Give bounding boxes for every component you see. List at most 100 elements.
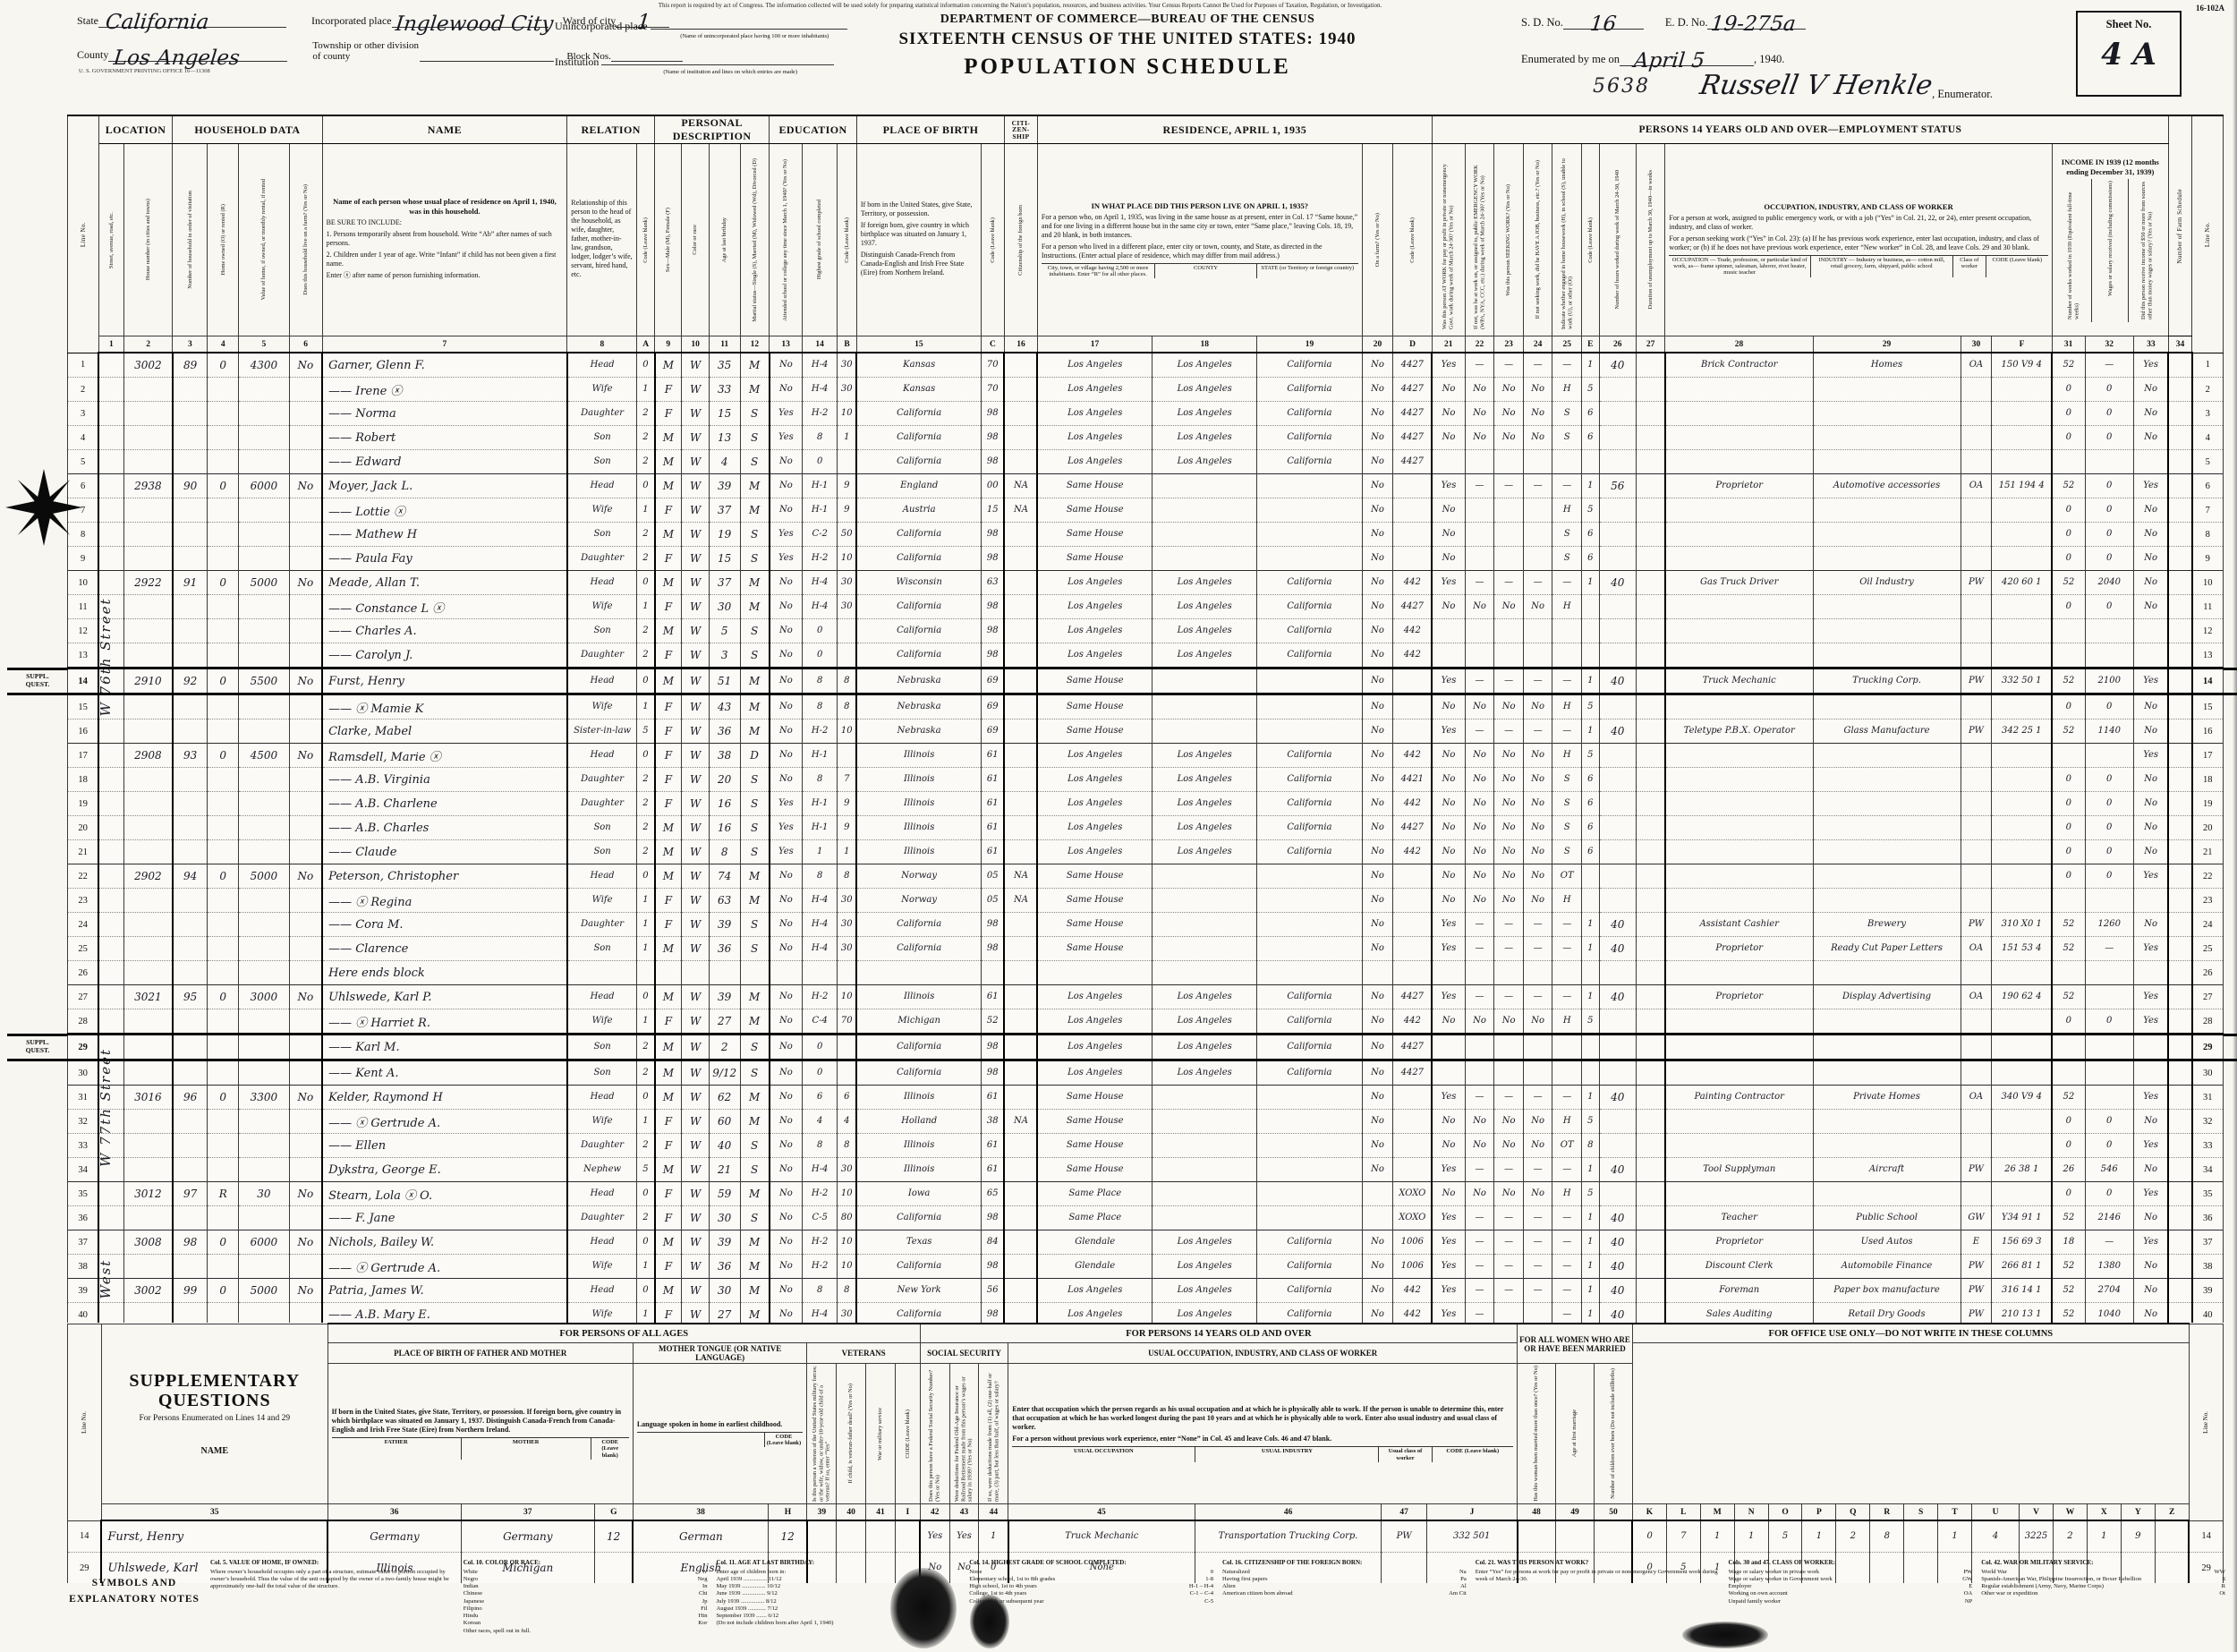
cell-r11-c6	[288, 594, 323, 619]
cell-r25-c41: 25	[2190, 936, 2224, 961]
suppl-group: SOCIAL SECURITY	[919, 1342, 1009, 1364]
cell-r17-c27: No	[1493, 743, 1524, 768]
cell-r21-c17: Illinois	[855, 839, 982, 864]
cell-r31-c17: Illinois	[855, 1085, 982, 1110]
cell-r11-c38: 0	[2084, 594, 2134, 619]
cell-r23-c38	[2084, 888, 2134, 913]
cell-r5-c1	[98, 449, 124, 474]
cell-r14-c19	[1003, 667, 1038, 695]
suppl-cell-r1-c33: 2	[2052, 1520, 2088, 1553]
cell-r32-c16: 4	[837, 1109, 857, 1134]
cell-r2-c4	[207, 377, 240, 402]
cell-r11-c7: —— Constance L ⓧ	[321, 594, 568, 619]
cell-r26-c18	[980, 960, 1005, 985]
cell-r19-c40	[2167, 791, 2193, 816]
cell-r33-c6	[288, 1133, 323, 1158]
cell-r18-c29: S	[1552, 767, 1583, 792]
cell-r12-c39	[2132, 618, 2169, 643]
cell-r23-c31	[1598, 888, 1637, 913]
cell-r38-c24: 1006	[1392, 1254, 1433, 1279]
cell-r16-c2	[123, 719, 174, 744]
cell-r32-c10: F	[653, 1109, 683, 1134]
cell-r19-c34	[1812, 791, 1961, 816]
cell-r30-c13: S	[739, 1060, 770, 1086]
cell-r6-c26: —	[1464, 473, 1495, 498]
cell-r33-c23: No	[1361, 1133, 1394, 1158]
cell-r15-c0: 15	[67, 694, 99, 720]
cell-r39-c17: New York	[855, 1278, 982, 1303]
cell-r6-c40	[2167, 473, 2193, 498]
cell-r1-c8: Head	[566, 352, 638, 378]
cell-r4-c23: No	[1361, 425, 1394, 450]
cell-r38-c8: Wife	[566, 1254, 638, 1279]
cell-r28-c35	[1960, 1009, 1993, 1035]
cell-r29-c35	[1960, 1033, 1993, 1061]
cell-r25-c3	[171, 936, 208, 961]
cell-r9-c27	[1493, 546, 1524, 571]
cell-r28-c9: 1	[636, 1009, 655, 1035]
suppl-cell-r1-c20	[1593, 1520, 1633, 1553]
cell-r31-c2: 3016	[123, 1085, 174, 1110]
cell-r27-c22: California	[1256, 984, 1363, 1009]
cell-r9-c13: S	[739, 546, 770, 571]
cell-r21-c23: No	[1361, 839, 1394, 864]
cell-r22-c34	[1812, 864, 1961, 889]
cell-r40-c29: —	[1552, 1302, 1583, 1326]
cell-r28-c31	[1598, 1009, 1637, 1035]
cell-r13-c8: Daughter	[566, 643, 638, 668]
cell-r30-c24: 4427	[1392, 1060, 1433, 1086]
cell-r9-c24	[1392, 546, 1433, 571]
cell-r17-c39: Yes	[2132, 743, 2169, 768]
cell-r17-c18: 61	[980, 743, 1005, 768]
cell-r39-c22: California	[1256, 1278, 1363, 1303]
cell-r29-c3	[171, 1033, 208, 1061]
cell-r10-c33: Gas Truck Driver	[1663, 570, 1814, 595]
cell-r17-c14: No	[768, 743, 804, 768]
suppl-rule	[2224, 1058, 2237, 1061]
cell-r22-c27: No	[1493, 864, 1524, 889]
cell-r9-c31	[1598, 546, 1637, 571]
suppl-cell-r2-c36	[2154, 1552, 2190, 1583]
cell-r35-c31	[1598, 1181, 1637, 1206]
cell-r13-c17: California	[855, 643, 982, 668]
cell-r3-c5	[238, 401, 290, 426]
cell-r26-c5	[238, 960, 290, 985]
suppl-quest-marker: SUPPL. QUEST.	[25, 1037, 50, 1054]
cell-r25-c29: —	[1552, 936, 1583, 961]
cell-r1-c37: 52	[2051, 352, 2086, 378]
cell-r21-c36	[1991, 839, 2053, 864]
cell-r16-c16: 10	[837, 719, 857, 744]
group-header-line-no-: Line No.	[2191, 115, 2224, 353]
cell-r35-c41: 35	[2190, 1181, 2224, 1206]
cell-r30-c18: 98	[980, 1060, 1005, 1086]
cell-r6-c35: OA	[1960, 473, 1993, 498]
cell-r25-c23: No	[1361, 936, 1394, 961]
cell-r22-c25: No	[1431, 864, 1466, 889]
cell-r14-c40	[2167, 667, 2193, 695]
cell-r29-c28	[1522, 1033, 1553, 1061]
cell-r38-c35: PW	[1960, 1254, 1993, 1279]
cell-r12-c37	[2051, 618, 2086, 643]
cell-r25-c12: 36	[708, 936, 741, 961]
cell-r12-c35	[1960, 618, 1993, 643]
cell-r19-c33	[1663, 791, 1814, 816]
cell-r10-c20: Los Angeles	[1036, 570, 1153, 595]
cell-r21-c25: No	[1431, 839, 1466, 864]
cell-r25-c36: 151 53 4	[1991, 936, 2053, 961]
cell-r27-c33: Proprietor	[1663, 984, 1814, 1009]
cell-r3-c33	[1663, 401, 1814, 426]
cell-r11-c10: F	[653, 594, 683, 619]
table-row: 15 —— ⓧ Mamie K Wife 1 F W 43 M No 8 8 Nebraska 69 Sa…	[67, 694, 2224, 720]
cell-r11-c5	[238, 594, 290, 619]
cell-r15-c23: No	[1361, 694, 1394, 720]
cell-r2-c21: Los Angeles	[1152, 377, 1258, 402]
street-name-label: W 77th Street	[98, 1048, 115, 1167]
cell-r24-c35: PW	[1960, 912, 1993, 937]
table-row: 18 —— A.B. Virginia Daughter 2 F W 20 S No 8 7 Illi…	[67, 767, 2224, 792]
cell-r38-c29: —	[1552, 1254, 1583, 1279]
cell-r5-c27	[1493, 449, 1524, 474]
suppl-cell-r2-c5: English	[632, 1552, 770, 1583]
cell-r40-c25: Yes	[1431, 1302, 1466, 1326]
cell-r36-c35: GW	[1960, 1205, 1993, 1230]
cell-r33-c11: W	[681, 1133, 710, 1158]
